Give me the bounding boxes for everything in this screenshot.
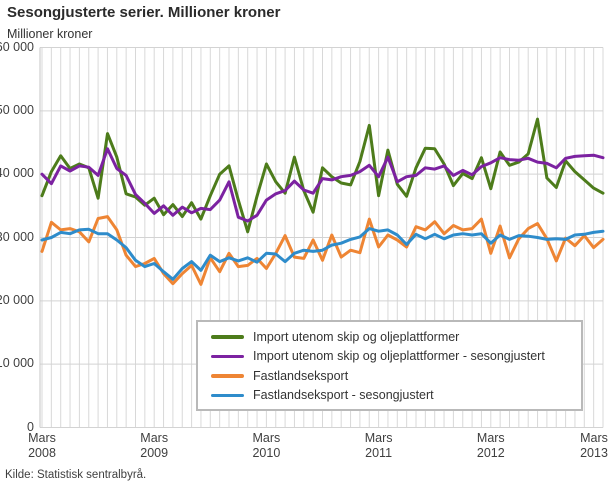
legend-label: Fastlandseksport - sesongjustert (253, 388, 434, 403)
x-tick-month: Mars (252, 431, 281, 445)
legend-item-3[interactable]: Fastlandseksport - sesongjustert (211, 386, 573, 406)
y-axis-labels: 0 10 000 20 000 30 000 40 000 50 000 60 000 (0, 0, 34, 488)
x-tick-label: Mars 2010 (234, 431, 298, 461)
legend-label: Import utenom skip og oljeplattformer - … (253, 349, 545, 364)
x-tick-month: Mars (140, 431, 169, 445)
series-line-2 (40, 215, 605, 286)
legend-label: Fastlandseksport (253, 368, 349, 383)
series-line-1 (40, 147, 605, 223)
source-note: Kilde: Statistisk sentralbyrå. (5, 469, 147, 481)
legend-item-2[interactable]: Fastlandseksport (211, 366, 573, 386)
x-tick-year: 2011 (365, 446, 393, 460)
y-tick-label: 30 000 (0, 229, 34, 244)
x-tick-year: 2008 (28, 446, 56, 460)
y-tick-label: 50 000 (0, 102, 34, 117)
x-tick-label: Mars 2013 (562, 431, 610, 461)
legend: Import utenom skip og oljeplattformer Imp… (196, 320, 583, 411)
series-line-3 (40, 227, 605, 281)
legend-swatch (211, 335, 244, 339)
y-axis-unit-label: Millioner kroner (7, 27, 93, 41)
x-tick-year: 2009 (140, 446, 169, 460)
y-tick-label: 10 000 (0, 356, 34, 371)
legend-item-1[interactable]: Import utenom skip og oljeplattformer - … (211, 347, 573, 367)
series-line-0 (40, 117, 605, 234)
y-tick-label: 40 000 (0, 166, 34, 181)
legend-item-0[interactable]: Import utenom skip og oljeplattformer (211, 327, 573, 347)
x-tick-label: Mars 2012 (459, 431, 523, 461)
y-tick-label: 0 (27, 419, 34, 434)
legend-swatch (211, 393, 244, 397)
x-tick-month: Mars (476, 431, 505, 445)
x-tick-month: Mars (580, 431, 608, 445)
x-tick-label: Mars 2009 (122, 431, 186, 461)
x-tick-year: 2010 (252, 446, 281, 460)
x-tick-month: Mars (364, 431, 393, 445)
y-tick-label: 60 000 (0, 39, 34, 54)
x-tick-label: Mars 2011 (347, 431, 411, 461)
x-tick-year: 2012 (476, 446, 505, 460)
x-tick-label: Mars 2008 (10, 431, 74, 461)
x-tick-year: 2013 (580, 446, 608, 460)
y-tick-label: 20 000 (0, 292, 34, 307)
legend-swatch (211, 354, 244, 358)
legend-label: Import utenom skip og oljeplattformer (253, 329, 460, 344)
chart-title: Sesongjusterte serier. Millioner kroner (7, 4, 281, 21)
legend-swatch (211, 374, 244, 378)
x-tick-month: Mars (28, 431, 56, 445)
